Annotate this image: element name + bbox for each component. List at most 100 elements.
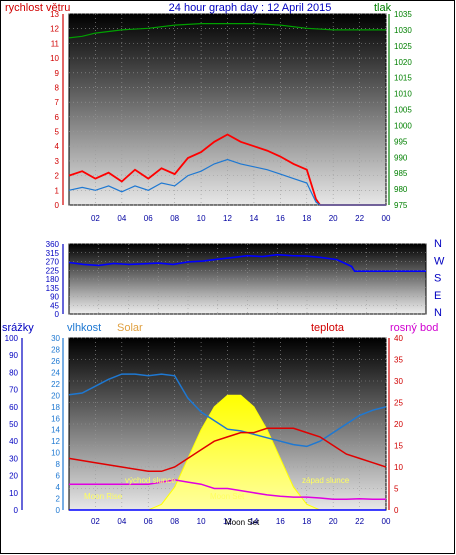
wind-x-tick: 10 — [197, 214, 206, 223]
precip-y-tick: 40 — [9, 437, 18, 446]
wind-y-tick: 13 — [50, 10, 59, 19]
pressure-axis-label: tlak — [374, 2, 392, 14]
wind-series-line-0 — [68, 23, 386, 39]
temperature-y-tick: 0 — [394, 506, 399, 515]
wind-x-tick: 22 — [355, 214, 364, 223]
pressure-y-tick: 995 — [394, 137, 408, 146]
weather-series-line-0 — [68, 373, 387, 448]
wind-y-tick: 9 — [55, 69, 60, 78]
solar-y-tick: 8 — [56, 460, 61, 469]
direction-y-tick: 135 — [46, 284, 60, 293]
pressure-y-tick: 1035 — [394, 10, 412, 19]
solar-label: Solar — [117, 322, 143, 334]
solar-y-tick: 4 — [56, 483, 61, 492]
moonset-annotation: Moon Set — [210, 492, 245, 501]
wind-y-tick: 10 — [50, 54, 59, 63]
solar-y-tick: 22 — [51, 380, 60, 389]
wind-axis-label: rychlost větru — [5, 2, 70, 14]
direction-compass-label: W — [434, 255, 445, 267]
sunset-annotation: západ slunce — [302, 476, 350, 485]
wind-y-tick: 4 — [55, 142, 60, 151]
pressure-y-tick: 1020 — [394, 58, 412, 67]
sunrise-annotation: východ slunce — [125, 476, 176, 485]
direction-y-tick: 315 — [46, 249, 60, 258]
precip-y-tick: 50 — [9, 420, 18, 429]
wind-series-line-2 — [68, 158, 386, 206]
precip-y-tick: 30 — [9, 454, 18, 463]
temperature-y-tick: 25 — [394, 399, 403, 408]
weather-x-tick: 04 — [117, 517, 126, 526]
wind-x-tick: 20 — [329, 214, 338, 223]
solar-y-tick: 20 — [51, 391, 60, 400]
precip-y-tick: 0 — [14, 506, 19, 515]
solar-y-tick: 16 — [51, 414, 60, 423]
direction-y-tick: 270 — [46, 258, 60, 267]
wind-y-tick: 12 — [50, 25, 59, 34]
temperature-y-tick: 5 — [394, 485, 399, 494]
solar-y-tick: 26 — [51, 357, 60, 366]
wind-x-tick: 08 — [170, 214, 179, 223]
direction-series-line-0 — [68, 253, 426, 272]
weather-series-line-2 — [68, 427, 387, 473]
precip-y-tick: 20 — [9, 472, 18, 481]
temperature-label: teplota — [311, 322, 345, 334]
weather-x-tick: 00 — [382, 517, 391, 526]
precip-y-tick: 80 — [9, 368, 18, 377]
moonset-annotation-2: Moon Set — [225, 518, 260, 527]
weather-x-tick: 10 — [197, 517, 206, 526]
weather-x-tick: 20 — [329, 517, 338, 526]
wind-x-tick: 16 — [276, 214, 285, 223]
solar-y-tick: 30 — [51, 334, 60, 343]
weather-x-tick: 22 — [355, 517, 364, 526]
wind-x-tick: 02 — [91, 214, 100, 223]
wind-x-tick: 18 — [302, 214, 311, 223]
temperature-y-tick: 15 — [394, 442, 403, 451]
precip-y-tick: 10 — [9, 489, 18, 498]
wind-y-tick: 1 — [55, 186, 60, 195]
wind-y-tick: 3 — [55, 157, 60, 166]
precip-y-tick: 100 — [5, 334, 19, 343]
wind-x-tick: 06 — [144, 214, 153, 223]
moonrise-annotation: Moon Rise — [84, 492, 123, 501]
wind-y-tick: 11 — [51, 39, 60, 48]
wind-y-tick: 0 — [55, 201, 60, 210]
direction-y-tick: 225 — [46, 266, 60, 275]
pressure-y-tick: 1000 — [394, 121, 412, 130]
precip-y-tick: 60 — [9, 403, 18, 412]
weather-x-tick: 18 — [302, 517, 311, 526]
wind-series-line-1 — [68, 133, 386, 206]
precip-label: srážky — [2, 322, 34, 334]
dewpoint-label: rosný bod — [390, 322, 438, 334]
solar-y-tick: 12 — [51, 437, 60, 446]
direction-y-tick: 90 — [50, 293, 59, 302]
precip-y-tick: 90 — [9, 351, 18, 360]
direction-y-tick: 360 — [46, 240, 60, 249]
pressure-y-tick: 1010 — [394, 90, 412, 99]
direction-compass-label: E — [434, 290, 441, 302]
direction-compass-label: S — [434, 273, 441, 285]
solar-area — [148, 394, 321, 511]
direction-y-tick: 0 — [55, 310, 60, 319]
solar-y-tick: 14 — [51, 426, 60, 435]
temperature-y-tick: 30 — [394, 377, 403, 386]
weather-x-tick: 14 — [249, 517, 258, 526]
wind-y-tick: 2 — [55, 172, 60, 181]
weather-x-tick: 08 — [170, 517, 179, 526]
weather-x-tick: 12 — [223, 517, 232, 526]
pressure-y-tick: 1005 — [394, 106, 412, 115]
solar-y-tick: 24 — [51, 368, 60, 377]
solar-y-tick: 28 — [51, 345, 60, 354]
weather-x-tick: 06 — [144, 517, 153, 526]
wind-x-tick: 00 — [382, 214, 391, 223]
wind-x-tick: 14 — [249, 214, 258, 223]
chart-title: 24 hour graph day : 12 April 2015 — [169, 2, 332, 14]
wind-y-tick: 5 — [55, 128, 60, 137]
wind-y-tick: 6 — [55, 113, 60, 122]
solar-y-tick: 6 — [56, 472, 61, 481]
pressure-y-tick: 1015 — [394, 74, 412, 83]
direction-y-tick: 45 — [50, 301, 59, 310]
direction-plot-area — [68, 243, 427, 315]
pressure-y-tick: 975 — [394, 201, 408, 210]
